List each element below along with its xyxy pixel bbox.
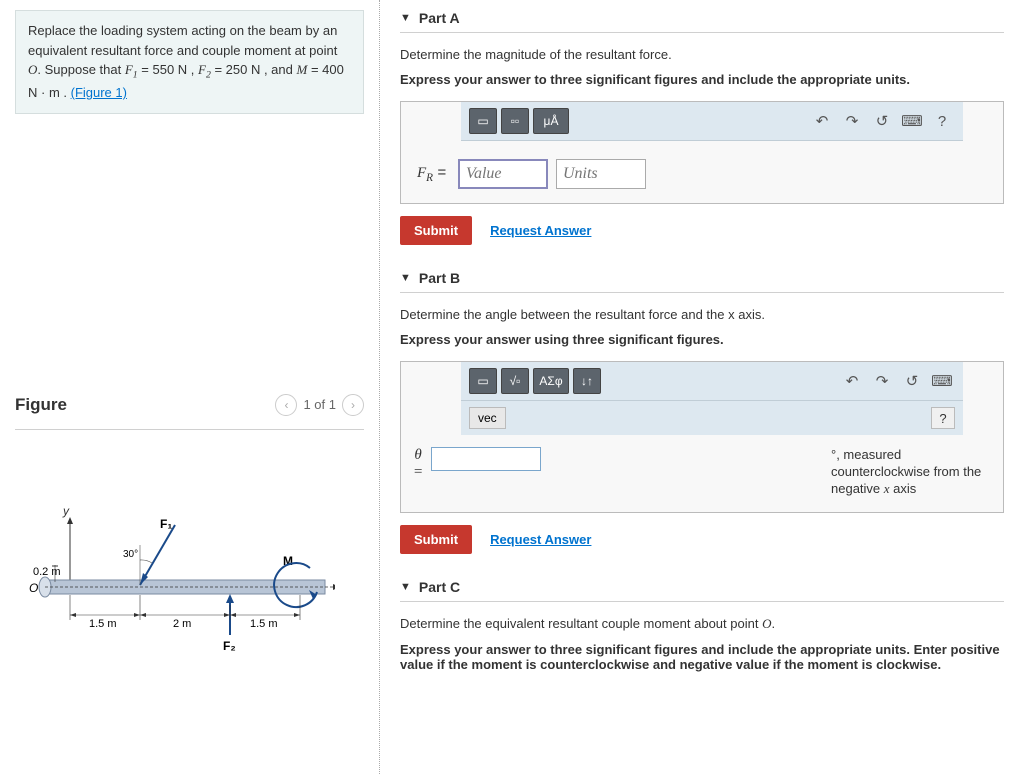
theta-input[interactable] — [431, 447, 541, 471]
keyboard-icon[interactable]: ⌨ — [899, 109, 925, 133]
part-a: ▼ Part A Determine the magnitude of the … — [400, 10, 1004, 245]
figure-header: Figure ‹ 1 of 1 › — [15, 394, 364, 421]
svg-text:F₂: F₂ — [223, 639, 236, 653]
reset-icon[interactable]: ↺ — [869, 109, 895, 133]
svg-text:2 m: 2 m — [173, 618, 191, 630]
svg-text:0.2 m: 0.2 m — [33, 566, 61, 578]
f1-val: = 550 N , — [138, 62, 198, 77]
vec-button[interactable]: vec — [469, 407, 506, 429]
units-format-button[interactable]: μÅ — [533, 108, 569, 134]
figure-pager: ‹ 1 of 1 › — [275, 394, 364, 416]
f2-val: = 250 N , and — [211, 62, 297, 77]
sqrt-icon[interactable]: √▫ — [501, 368, 529, 394]
part-a-toolbar: ▭ ▫▫ μÅ ↶ ↷ ↺ ⌨ ? — [461, 102, 963, 141]
part-b-header[interactable]: ▼ Part B — [400, 270, 1004, 293]
part-a-input-row: FR = — [401, 151, 1003, 203]
pager-text: 1 of 1 — [303, 397, 336, 412]
keyboard-icon[interactable]: ⌨ — [929, 369, 955, 393]
redo-icon[interactable]: ↷ — [869, 369, 895, 393]
part-a-submit-row: Submit Request Answer — [400, 216, 1004, 245]
part-c: ▼ Part C Determine the equivalent result… — [400, 579, 1004, 672]
part-a-instruction: Express your answer to three significant… — [400, 72, 1004, 87]
part-b-answer-box: ▭ √▫ ΑΣφ ↓↑ ↶ ↷ ↺ ⌨ vec ? θ= °, — [400, 361, 1004, 513]
figure-divider — [15, 429, 364, 430]
part-c-prompt: Determine the equivalent resultant coupl… — [400, 616, 1004, 632]
svg-text:1.5 m: 1.5 m — [250, 618, 278, 630]
arrows-icon[interactable]: ↓↑ — [573, 368, 601, 394]
m-var: M — [297, 62, 308, 77]
f1-var: F — [125, 62, 133, 77]
value-input[interactable] — [458, 159, 548, 189]
problem-suppose: . Suppose that — [37, 62, 124, 77]
symbols-button[interactable]: ΑΣφ — [533, 368, 569, 394]
theta-note: °, measured counterclockwise from the ne… — [831, 447, 991, 498]
part-c-header[interactable]: ▼ Part C — [400, 579, 1004, 602]
part-a-title: Part A — [419, 10, 460, 26]
fr-label: FR = — [413, 164, 450, 184]
vec-row: vec ? — [461, 401, 963, 435]
undo-icon[interactable]: ↶ — [809, 109, 835, 133]
submit-button[interactable]: Submit — [400, 525, 472, 554]
f2-var: F — [198, 62, 206, 77]
theta-label: θ= — [413, 447, 423, 480]
figure-link[interactable]: (Figure 1) — [71, 85, 127, 100]
problem-text: Replace the loading system acting on the… — [28, 23, 337, 58]
right-panel: ▼ Part A Determine the magnitude of the … — [380, 0, 1024, 774]
request-answer-link[interactable]: Request Answer — [490, 223, 591, 238]
pager-prev-button[interactable]: ‹ — [275, 394, 297, 416]
part-c-instruction: Express your answer to three significant… — [400, 642, 1004, 672]
pager-next-button[interactable]: › — [342, 394, 364, 416]
problem-statement: Replace the loading system acting on the… — [15, 10, 364, 114]
part-a-prompt: Determine the magnitude of the resultant… — [400, 47, 1004, 62]
help-icon[interactable]: ? — [929, 109, 955, 133]
point-o: O — [28, 62, 37, 77]
collapse-icon: ▼ — [400, 581, 411, 593]
part-a-answer-box: ▭ ▫▫ μÅ ↶ ↷ ↺ ⌨ ? FR = — [400, 101, 1004, 204]
svg-text:1.5 m: 1.5 m — [89, 618, 117, 630]
left-panel: Replace the loading system acting on the… — [0, 0, 380, 774]
reset-icon[interactable]: ↺ — [899, 369, 925, 393]
redo-icon[interactable]: ↷ — [839, 109, 865, 133]
submit-button[interactable]: Submit — [400, 216, 472, 245]
part-b-title: Part B — [419, 270, 460, 286]
part-b-submit-row: Submit Request Answer — [400, 525, 1004, 554]
part-b: ▼ Part B Determine the angle between the… — [400, 270, 1004, 554]
template-icon[interactable]: ▭ — [469, 368, 497, 394]
svg-text:y: y — [62, 504, 70, 518]
template-icon[interactable]: ▭ — [469, 108, 497, 134]
part-b-input-row: θ= °, measured counterclockwise from the… — [401, 443, 1003, 512]
collapse-icon: ▼ — [400, 272, 411, 284]
help-icon[interactable]: ? — [931, 407, 955, 429]
collapse-icon: ▼ — [400, 12, 411, 24]
part-a-header[interactable]: ▼ Part A — [400, 10, 1004, 33]
fraction-icon[interactable]: ▫▫ — [501, 108, 529, 134]
figure-diagram: y x O F₁ 30° F₂ M — [15, 460, 335, 660]
request-answer-link[interactable]: Request Answer — [490, 532, 591, 547]
svg-text:30°: 30° — [123, 549, 138, 560]
figure-title: Figure — [15, 395, 67, 415]
part-b-prompt: Determine the angle between the resultan… — [400, 307, 1004, 322]
part-b-toolbar: ▭ √▫ ΑΣφ ↓↑ ↶ ↷ ↺ ⌨ — [461, 362, 963, 401]
svg-text:O: O — [29, 581, 38, 595]
undo-icon[interactable]: ↶ — [839, 369, 865, 393]
units-input[interactable] — [556, 159, 646, 189]
part-b-instruction: Express your answer using three signific… — [400, 332, 1004, 347]
svg-text:F₁: F₁ — [160, 517, 172, 531]
part-c-title: Part C — [419, 579, 460, 595]
